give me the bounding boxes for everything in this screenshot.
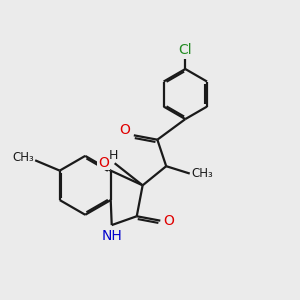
Text: Cl: Cl <box>178 44 192 58</box>
Text: O: O <box>119 123 130 137</box>
Text: NH: NH <box>101 229 122 243</box>
Text: CH₃: CH₃ <box>12 151 34 164</box>
Text: CH₃: CH₃ <box>191 167 213 180</box>
Text: H: H <box>109 148 118 161</box>
Text: O: O <box>163 214 174 228</box>
Text: O: O <box>98 156 109 170</box>
